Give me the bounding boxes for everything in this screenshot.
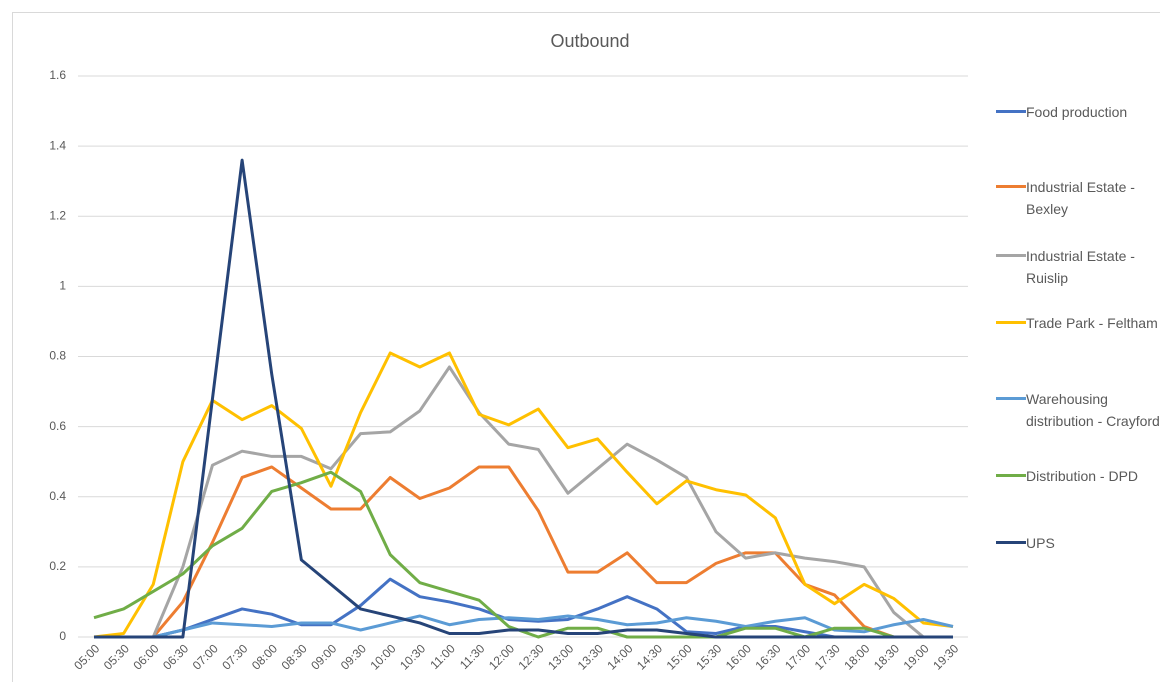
x-tick-label: 19:00	[901, 641, 932, 672]
y-tick-label: 0.6	[49, 419, 66, 433]
x-tick-label: 11:30	[457, 641, 488, 672]
x-tick-label: 17:00	[782, 641, 813, 672]
x-tick-label: 10:00	[367, 641, 398, 672]
x-tick-label: 13:00	[545, 641, 576, 672]
y-tick-label: 1.6	[49, 68, 66, 82]
x-tick-label: 09:30	[338, 641, 369, 672]
series-line	[94, 365, 953, 639]
y-tick-label: 0	[59, 629, 66, 643]
series-line	[93, 351, 954, 639]
x-tick-label: 08:30	[279, 641, 310, 672]
x-tick-label: 15:30	[693, 641, 724, 672]
chart-title: Outbound	[550, 31, 629, 51]
x-tick-label: 12:00	[486, 641, 517, 672]
chart-border	[12, 12, 1160, 682]
y-tick-label: 1.4	[49, 138, 66, 152]
x-tick-label: 07:00	[190, 641, 221, 672]
x-tick-label: 06:30	[160, 641, 191, 672]
y-tick-label: 0.8	[49, 349, 66, 363]
series-line	[94, 577, 953, 639]
y-tick-label: 0.2	[49, 559, 66, 573]
y-tick-label: 1	[59, 279, 66, 293]
x-tick-label: 14:30	[634, 641, 665, 672]
x-tick-label: 09:00	[308, 641, 339, 672]
x-tick-label: 13:30	[575, 641, 606, 672]
x-tick-label: 11:00	[427, 641, 458, 672]
y-tick-label: 0.4	[49, 489, 66, 503]
x-tick-label: 10:30	[397, 641, 428, 672]
x-tick-label: 15:00	[664, 641, 695, 672]
series-line	[94, 614, 954, 639]
x-tick-label: 05:00	[71, 641, 102, 672]
x-tick-label: 08:00	[249, 641, 280, 672]
y-tick-label: 1.2	[49, 208, 66, 222]
x-tick-label: 18:00	[841, 641, 872, 672]
series-line	[94, 158, 953, 639]
x-tick-label: 14:00	[604, 641, 635, 672]
series-line	[94, 465, 953, 639]
x-tick-label: 16:00	[723, 641, 754, 672]
x-tick-label: 19:30	[930, 641, 961, 672]
x-tick-label: 05:30	[101, 641, 132, 672]
x-tick-label: 06:00	[130, 641, 161, 672]
x-tick-label: 12:30	[516, 641, 547, 672]
x-tick-label: 17:30	[812, 641, 843, 672]
x-tick-label: 07:30	[219, 641, 250, 672]
x-tick-label: 18:30	[871, 641, 902, 672]
x-tick-label: 16:30	[753, 641, 784, 672]
